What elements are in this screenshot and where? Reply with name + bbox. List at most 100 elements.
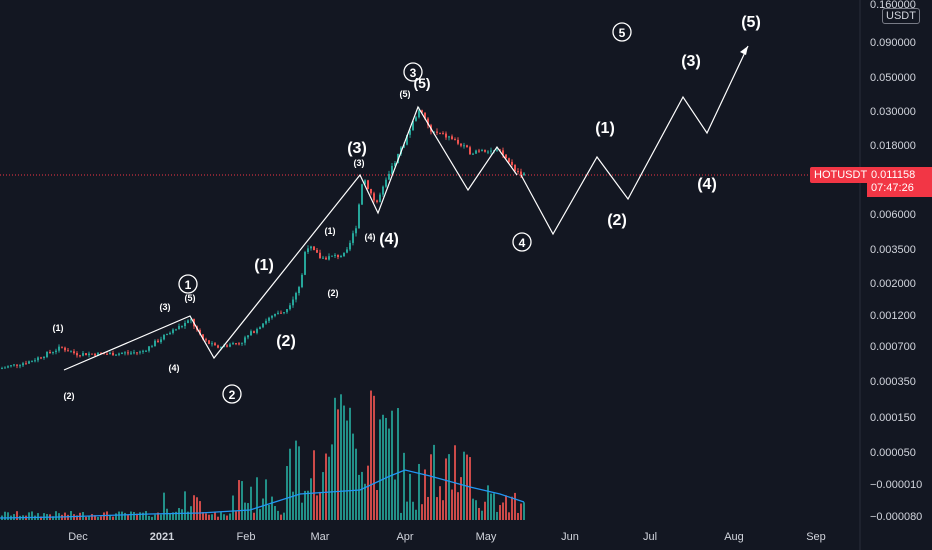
circled-wave-marker	[178, 274, 198, 294]
volume-bar	[319, 491, 321, 520]
last-price: 0.011158	[871, 169, 916, 181]
candle	[286, 309, 288, 313]
volume-bar	[184, 491, 186, 520]
candle	[106, 353, 108, 355]
volume-bar	[223, 514, 225, 520]
candle	[64, 347, 66, 351]
candle	[361, 184, 363, 205]
candle	[82, 353, 84, 356]
candle	[259, 327, 261, 330]
volume-bar	[55, 511, 57, 520]
intermediate-wave-label: (2)	[276, 333, 296, 350]
candle	[409, 130, 411, 135]
volume-bar	[52, 516, 54, 520]
volume-bar	[28, 512, 30, 520]
candle	[334, 254, 336, 256]
candle	[337, 254, 339, 258]
volume-bar	[424, 469, 426, 520]
price-axis-label: 0.050000	[870, 72, 916, 84]
volume-bar	[247, 503, 249, 520]
volume-bar	[496, 511, 498, 520]
candle	[268, 317, 270, 321]
candle	[412, 120, 414, 131]
volume-bar	[214, 511, 216, 520]
minor-wave-label: (2)	[328, 288, 339, 298]
volume-bar	[127, 514, 129, 520]
volume-bar	[304, 490, 306, 520]
candle	[328, 256, 330, 260]
candle	[112, 352, 114, 356]
minor-wave-label: (2)	[64, 391, 75, 401]
volume-bar	[232, 495, 234, 520]
volume-bar	[379, 419, 381, 520]
volume-bar	[352, 433, 354, 520]
candle	[139, 351, 141, 353]
volume-bar	[37, 513, 39, 520]
circled-wave-marker	[403, 62, 423, 82]
candle	[406, 134, 408, 145]
candle	[10, 365, 12, 367]
candle	[364, 180, 366, 185]
volume-bar	[478, 507, 480, 520]
candle	[55, 350, 57, 353]
candle	[247, 335, 249, 338]
candle	[217, 345, 219, 348]
candle	[358, 204, 360, 229]
volume-bar	[103, 512, 105, 520]
volume-bar	[271, 496, 273, 520]
volume-bar	[169, 513, 171, 520]
price-axis-label: 0.160000	[870, 0, 916, 11]
volume-bar	[250, 486, 252, 520]
candle	[7, 366, 9, 368]
volume-bar	[436, 497, 438, 520]
volume-bar	[472, 498, 474, 520]
candle	[469, 147, 471, 155]
volume-bar	[385, 417, 387, 520]
candle	[370, 189, 372, 194]
candle	[277, 312, 279, 314]
volume-bar	[229, 513, 231, 520]
candle	[151, 346, 153, 348]
time-axis-label: Aug	[724, 531, 744, 543]
candle	[379, 194, 381, 202]
candle	[289, 305, 291, 310]
wave-lines	[63, 45, 749, 371]
circled-wave-marker	[222, 384, 242, 404]
price-axis-label: 0.001200	[870, 310, 916, 322]
candle	[415, 117, 417, 121]
volume-bar	[439, 486, 441, 520]
intermediate-wave-label: (3)	[681, 53, 701, 70]
candle	[187, 320, 189, 323]
candle	[484, 150, 486, 152]
volume-bar	[376, 490, 378, 520]
volume-bar	[421, 504, 423, 520]
volume-bar	[493, 493, 495, 520]
volume-bar	[364, 483, 366, 520]
candle	[298, 287, 300, 293]
currency-badge[interactable]: USDT	[882, 8, 920, 24]
volume-bar	[517, 512, 519, 520]
candle	[52, 352, 54, 354]
volume-bar	[409, 473, 411, 520]
price-axis-label: 0.000150	[870, 412, 916, 424]
candle	[433, 131, 435, 133]
volume-bar	[508, 512, 510, 520]
volume-bar	[253, 512, 255, 520]
circled-wave-label: 3	[410, 66, 417, 80]
volume-bar	[358, 474, 360, 520]
candle	[91, 353, 93, 355]
volume-bar	[13, 514, 15, 520]
volume-bar	[502, 502, 504, 520]
candle	[502, 150, 504, 155]
time-axis-label: May	[476, 531, 497, 543]
volume-bar	[151, 516, 153, 520]
volume-bar	[505, 495, 507, 520]
candle	[232, 343, 234, 345]
volume-bar	[355, 448, 357, 520]
candle	[460, 143, 462, 146]
volume-bar	[85, 516, 87, 520]
candle	[13, 364, 15, 366]
candle	[178, 326, 180, 330]
volume-bar	[193, 495, 195, 520]
